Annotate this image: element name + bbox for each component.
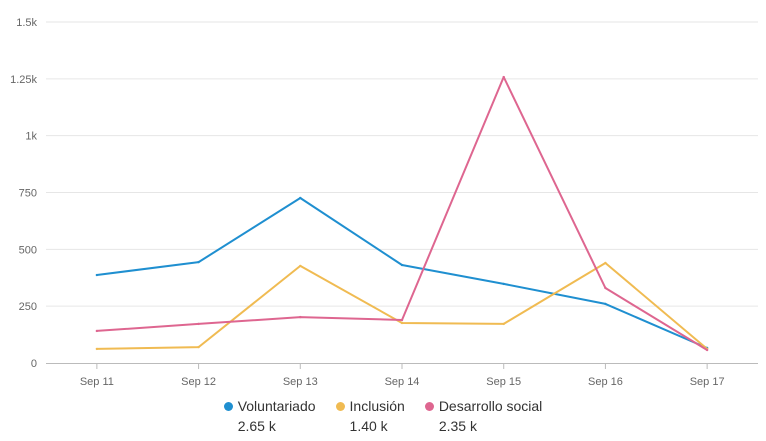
- data-point[interactable]: [705, 348, 709, 352]
- data-point[interactable]: [502, 322, 505, 326]
- y-tick-label: 0: [31, 358, 37, 370]
- data-point[interactable]: [400, 318, 404, 322]
- x-tick-label: Sep 17: [690, 376, 725, 388]
- legend-dot-icon: [223, 401, 233, 411]
- x-axis: Sep 11 Sep 12 Sep 13 Sep 14 Sep 15 Sep 16 Sep …: [46, 363, 758, 388]
- data-point[interactable]: [95, 347, 99, 351]
- data-point[interactable]: [502, 282, 505, 286]
- data-point[interactable]: [502, 75, 505, 79]
- y-axis-tick-labels: 0 250 500 750 1k 1.25k 1.5k: [10, 17, 37, 370]
- x-tick-label: Sep 14: [385, 376, 420, 388]
- data-point[interactable]: [400, 263, 404, 267]
- legend-total: 2.65 k: [237, 418, 276, 434]
- legend-dot-icon: [424, 401, 434, 411]
- y-tick-label: 1k: [25, 131, 37, 143]
- legend-item-desarrollo-social[interactable]: Desarrollo social 2.35 k: [424, 396, 543, 436]
- x-tick-label: Sep 11: [80, 376, 114, 388]
- y-tick-label: 250: [19, 301, 37, 313]
- legend-item-voluntariado[interactable]: Voluntariado 2.65 k: [223, 396, 316, 436]
- x-tick-label: Sep 15: [486, 376, 521, 388]
- data-point[interactable]: [299, 196, 302, 200]
- data-point[interactable]: [604, 302, 607, 306]
- legend-total: 2.35 k: [438, 418, 477, 434]
- y-tick-label: 1.25k: [10, 74, 37, 86]
- data-point[interactable]: [299, 264, 302, 268]
- legend-dot-icon: [335, 401, 345, 411]
- y-tick-label: 1.5k: [16, 17, 37, 29]
- legend-item-inclusion[interactable]: Inclusión 1.40 k: [335, 396, 405, 436]
- line-chart: 0 250 500 750 1k 1.25k 1.5k Sep 11 Sep 12 Sep 13…: [10, 17, 758, 388]
- legend-label: Voluntariado: [237, 398, 316, 414]
- y-tick-label: 500: [19, 244, 37, 256]
- grid-lines: [46, 21, 758, 307]
- legend-total: 1.40 k: [349, 418, 388, 434]
- data-point[interactable]: [400, 321, 404, 325]
- x-tick-label: Sep 16: [588, 376, 623, 388]
- data-point[interactable]: [95, 329, 99, 333]
- data-point[interactable]: [95, 273, 99, 277]
- legend-label: Inclusión: [349, 398, 405, 414]
- data-point[interactable]: [197, 345, 200, 349]
- data-point[interactable]: [197, 260, 200, 264]
- data-point[interactable]: [604, 261, 607, 265]
- legend-label: Desarrollo social: [438, 398, 543, 414]
- data-point[interactable]: [299, 315, 302, 319]
- data-point[interactable]: [197, 322, 200, 326]
- x-tick-label: Sep 12: [181, 376, 216, 388]
- series-lines: [95, 75, 709, 352]
- legend: Voluntariado 2.65 k Inclusión 1.40 k Des…: [0, 396, 766, 436]
- x-tick-label: Sep 13: [283, 376, 318, 388]
- data-point[interactable]: [604, 286, 607, 290]
- y-tick-label: 750: [19, 188, 37, 200]
